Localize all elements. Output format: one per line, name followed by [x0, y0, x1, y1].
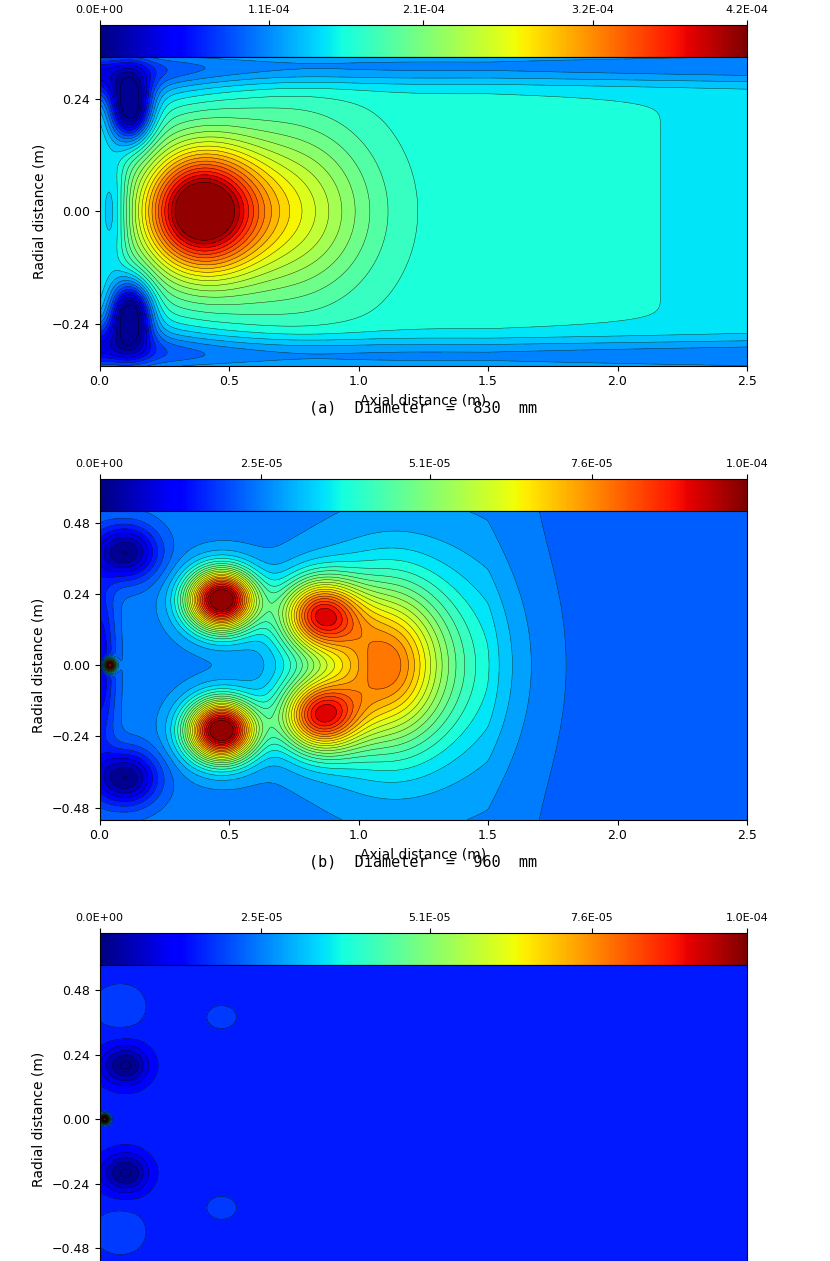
X-axis label: Axial distance (m): Axial distance (m): [360, 847, 486, 863]
Y-axis label: Radial distance (m): Radial distance (m): [32, 144, 46, 279]
Text: (b)  Diameter  =  960  mm: (b) Diameter = 960 mm: [310, 855, 537, 870]
Text: (a)  Diameter  =  830  mm: (a) Diameter = 830 mm: [310, 401, 537, 416]
X-axis label: Axial distance (m): Axial distance (m): [360, 393, 486, 409]
Y-axis label: Radial distance (m): Radial distance (m): [32, 598, 46, 733]
Y-axis label: Radial distance (m): Radial distance (m): [32, 1052, 46, 1187]
